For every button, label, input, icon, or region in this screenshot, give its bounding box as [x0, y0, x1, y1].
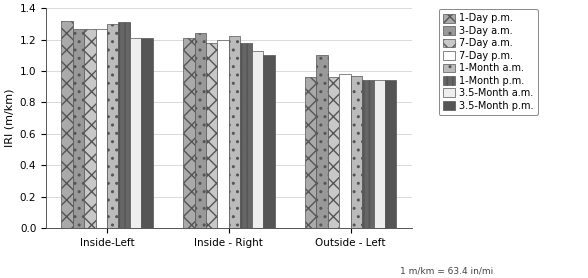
- Bar: [96, 29, 107, 228]
- Bar: [385, 80, 396, 228]
- Text: 1 m/km = 63.4 in/mi: 1 m/km = 63.4 in/mi: [400, 266, 493, 275]
- Bar: [328, 77, 339, 228]
- Bar: [218, 39, 229, 228]
- Bar: [252, 51, 263, 228]
- Bar: [107, 24, 118, 228]
- Bar: [350, 76, 362, 228]
- Bar: [305, 77, 316, 228]
- Bar: [316, 55, 328, 228]
- Bar: [130, 38, 141, 228]
- Bar: [118, 22, 130, 228]
- Bar: [263, 55, 275, 228]
- Bar: [339, 74, 350, 228]
- Bar: [73, 29, 84, 228]
- Bar: [195, 33, 206, 228]
- Bar: [61, 21, 73, 228]
- Bar: [141, 38, 153, 228]
- Legend: 1-Day p.m., 3-Day a.m., 7-Day a.m., 7-Day p.m., 1-Month a.m., 1-Month p.m., 3.5-: 1-Day p.m., 3-Day a.m., 7-Day a.m., 7-Da…: [439, 9, 539, 115]
- Bar: [206, 43, 218, 228]
- Bar: [240, 43, 252, 228]
- Bar: [362, 80, 373, 228]
- Bar: [183, 38, 195, 228]
- Y-axis label: IRI (m/km): IRI (m/km): [4, 89, 14, 147]
- Bar: [373, 80, 385, 228]
- Bar: [84, 29, 96, 228]
- Bar: [229, 36, 240, 228]
